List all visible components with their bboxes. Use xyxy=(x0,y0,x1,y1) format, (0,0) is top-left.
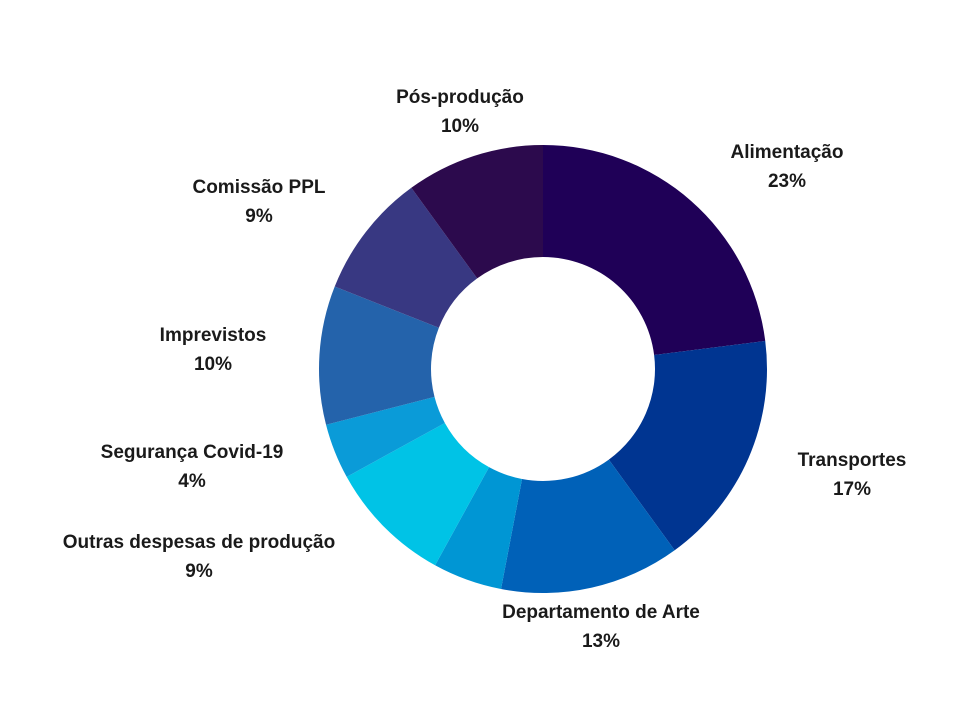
slice-value-label: 4% xyxy=(178,471,206,492)
slice-label-7: Imprevistos 10% xyxy=(160,325,267,375)
slice-label-8: Comissão PPL 9% xyxy=(192,177,325,227)
slice-label-5: Outras despesas de produção 9% xyxy=(63,532,335,582)
slice-value-label: 9% xyxy=(185,561,213,582)
slice-label-9: Pós-produção 10% xyxy=(396,87,524,137)
slice-category-label: Alimentação xyxy=(731,142,844,163)
slice-category-label: Comissão PPL xyxy=(192,177,325,198)
slice-9 xyxy=(411,145,543,279)
slice-category-label: Imprevistos xyxy=(160,325,267,346)
slice-category-label: Segurança Covid-19 xyxy=(101,442,284,463)
slice-value-label: 9% xyxy=(245,206,273,227)
slice-label-3: Departamento de Arte 13% xyxy=(502,602,700,652)
slice-6 xyxy=(326,396,445,477)
slice-value-label: 10% xyxy=(441,116,479,137)
slice-8 xyxy=(334,187,478,328)
slice-category-label: Transportes xyxy=(798,450,907,471)
slice-label-1: Alimentação 23% xyxy=(731,142,844,192)
slice-category-label: Outras despesas de produção xyxy=(63,532,335,553)
slice-value-label: 17% xyxy=(833,479,871,500)
slice-value-label: 13% xyxy=(582,631,620,652)
slice-category-label: Departamento de Arte xyxy=(502,602,700,623)
slice-labels: Alimentação 23% Transportes 17% Departamento… xyxy=(63,87,907,652)
slice-label-6: Segurança Covid-19 4% xyxy=(101,442,284,492)
slice-value-label: 23% xyxy=(768,171,806,192)
slice-5 xyxy=(346,422,490,566)
slice-2 xyxy=(608,340,768,551)
slice-4 xyxy=(435,467,523,590)
slice-1 xyxy=(543,145,766,355)
slice-7 xyxy=(319,286,439,425)
slice-category-label: Pós-produção xyxy=(396,87,524,108)
slice-3 xyxy=(501,459,675,593)
slice-value-label: 10% xyxy=(194,354,232,375)
slice-label-2: Transportes 17% xyxy=(798,450,907,500)
donut-slices xyxy=(319,145,768,593)
